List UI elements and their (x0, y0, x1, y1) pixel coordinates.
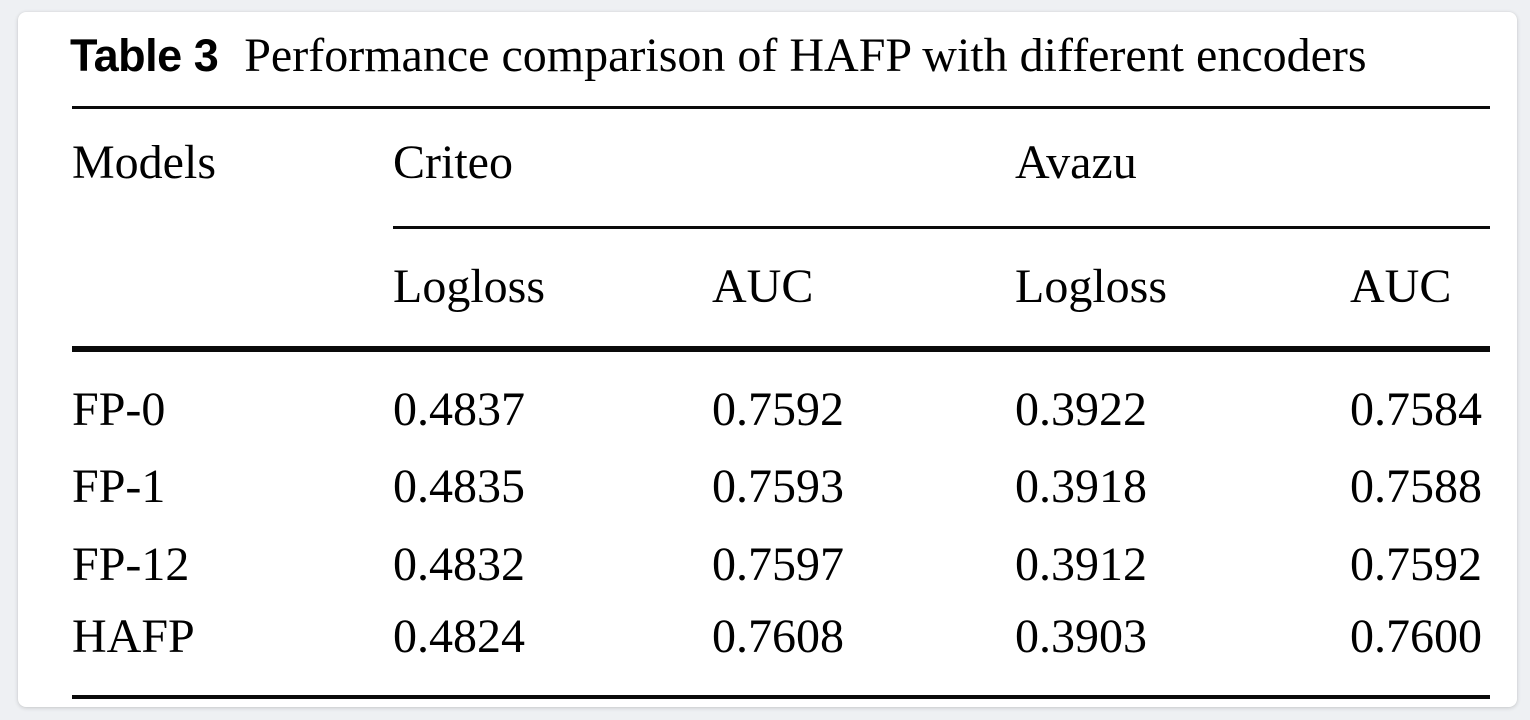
header-rule-divider (72, 346, 1490, 352)
value-cell-criteo-auc: 0.7593 (712, 460, 844, 513)
group-rule-divider (393, 226, 1490, 229)
value-cell-avazu-auc: 0.7592 (1350, 538, 1482, 591)
value-cell-avazu-auc: 0.7600 (1350, 610, 1482, 663)
column-header-avazu-logloss: Logloss (1015, 260, 1168, 313)
value-cell-criteo-auc: 0.7592 (712, 383, 844, 436)
value-cell-avazu-logloss: 0.3918 (1015, 460, 1147, 513)
paper-table-card: Table 3 Performance comparison of HAFP wi… (18, 12, 1517, 707)
model-cell: HAFP (72, 610, 195, 663)
value-cell-avazu-logloss: 0.3912 (1015, 538, 1147, 591)
value-cell-criteo-logloss: 0.4824 (393, 610, 525, 663)
value-cell-avazu-logloss: 0.3903 (1015, 610, 1147, 663)
value-cell-avazu-logloss: 0.3922 (1015, 383, 1147, 436)
group-header-criteo: Criteo (393, 136, 513, 189)
value-cell-criteo-logloss: 0.4835 (393, 460, 525, 513)
column-header-avazu-auc: AUC (1350, 260, 1452, 313)
value-cell-avazu-auc: 0.7588 (1350, 460, 1482, 513)
table-caption: Performance comparison of HAFP with diff… (244, 29, 1367, 82)
model-cell: FP-1 (72, 460, 166, 513)
column-header-models: Models (72, 136, 216, 189)
value-cell-criteo-logloss: 0.4832 (393, 538, 525, 591)
group-header-avazu: Avazu (1015, 136, 1137, 189)
value-cell-criteo-logloss: 0.4837 (393, 383, 525, 436)
column-header-criteo-auc: AUC (712, 260, 814, 313)
top-rule-divider (72, 106, 1490, 109)
table-label: Table 3 (70, 30, 219, 81)
value-cell-avazu-auc: 0.7584 (1350, 383, 1482, 436)
value-cell-criteo-auc: 0.7597 (712, 538, 844, 591)
bottom-rule-divider (72, 695, 1490, 699)
model-cell: FP-0 (72, 383, 166, 436)
model-cell: FP-12 (72, 538, 190, 591)
table-title: Table 3 Performance comparison of HAFP wi… (70, 28, 1367, 83)
column-header-criteo-logloss: Logloss (393, 260, 546, 313)
value-cell-criteo-auc: 0.7608 (712, 610, 844, 663)
